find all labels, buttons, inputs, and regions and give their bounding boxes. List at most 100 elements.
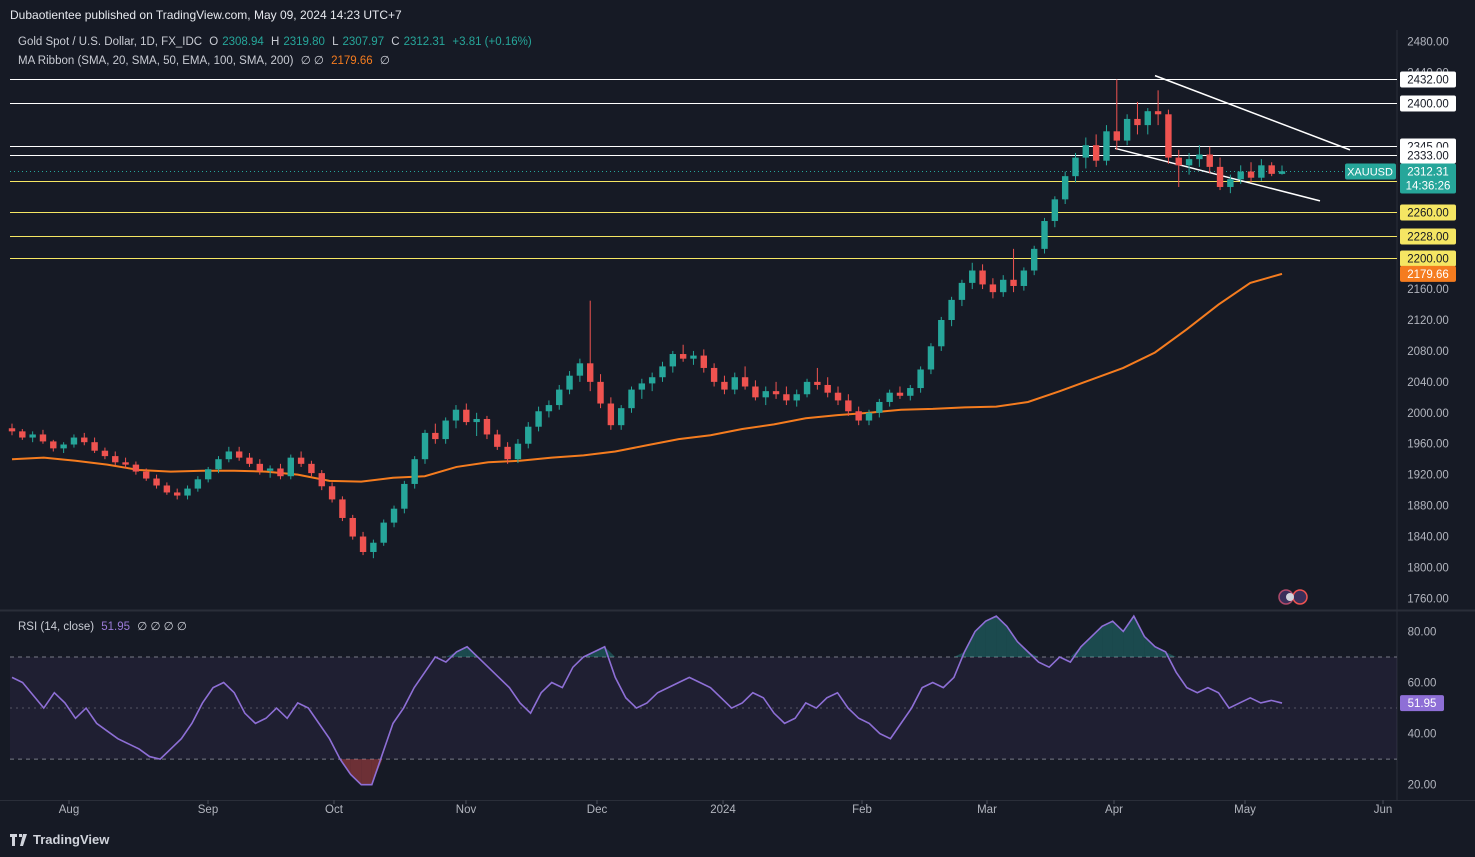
ma-empty-values: ∅ ∅ [300,55,324,67]
price-tick-label: 1760.00 [1407,593,1449,605]
rsi-tick-label: 40.00 [1408,729,1437,741]
price-tick-label: 1880.00 [1407,501,1449,513]
rsi-overbought-fill [953,651,965,657]
ma-empty-value-2: ∅ [379,55,390,67]
candle-body [70,437,78,445]
candle-body [132,464,140,472]
candle-body [969,270,976,283]
rsi-overbought-fill [975,621,986,657]
candle-body [710,367,718,382]
rsi-overbought-fill [1006,626,1018,657]
rsi-oversold-fill [350,759,362,785]
low-value: 2307.97 [342,36,385,48]
level-tag-label: 2432.00 [1407,75,1449,87]
candle-body [566,375,573,390]
ma-ribbon-label: MA Ribbon (SMA, 20, SMA, 50, EMA, 100, S… [18,55,294,67]
ma-ribbon-legend[interactable]: MA Ribbon (SMA, 20, SMA, 50, EMA, 100, S… [18,53,394,67]
rsi-band [10,656,1397,760]
candle-body [1278,171,1286,174]
candle-body [1268,165,1275,174]
candle-body [1175,157,1182,166]
candle-body [1030,248,1038,271]
candle-body [1051,199,1059,222]
candle-body [1258,165,1265,178]
rsi-legend-value: 51.95 [101,621,131,633]
candle-body [143,471,150,479]
candle-body [607,403,615,426]
candle-body [514,443,522,460]
rsi-tick-label: 80.00 [1408,626,1437,638]
time-tick-label: Mar [977,804,997,816]
candle-body [81,437,88,443]
candle-body [907,388,914,396]
symbol-legend[interactable]: Gold Spot / U.S. Dollar, 1D, FX_IDC O 230… [18,36,536,48]
candle-body [1082,145,1090,158]
level-tag-bg-2432 [1400,71,1456,88]
candle-body [989,284,997,293]
time-tick-label: Dec [587,804,608,816]
time-tick-label: May [1234,804,1256,816]
candle-body [1041,221,1048,249]
rsi-overbought-fill [1017,641,1028,657]
high-value: 2319.80 [283,36,325,48]
candle-body [401,483,408,509]
candle-body [308,463,315,474]
candle-body [101,450,109,457]
rsi-tick-label: 60.00 [1408,678,1437,690]
candle-body [1134,118,1141,126]
candle-body [328,486,336,500]
low-label: L [332,36,339,48]
candle-body [411,459,418,484]
candle-body [1144,111,1151,126]
ema-tag-bg [1400,265,1456,282]
candle-body [1165,114,1172,158]
rsi-tick-label: 20.00 [1408,780,1437,792]
candle-body [772,391,780,395]
rsi-label: RSI (14, close) [18,621,95,633]
rsi-overbought-fill [1155,646,1166,657]
price-tick-label: 1920.00 [1407,470,1449,482]
candle-body [741,377,749,387]
candle-body [1113,131,1120,141]
candle-body [297,457,305,464]
candle-body [194,479,202,489]
chart-canvas[interactable]: 2480.00 2160.00 2120.00 2080.00 2040.00 2000.… [0,30,1475,830]
candle-body [256,463,264,471]
rsi-oversold-fill [361,759,372,785]
candle-body [597,381,604,404]
candle-body [349,517,356,537]
tradingview-footer[interactable]: TradingView [10,832,109,847]
price-tick-label: 1960.00 [1407,439,1449,451]
candle-body [979,270,986,285]
level-tag-label: 2200.00 [1407,254,1449,266]
candle-body [617,408,625,426]
ema-100-line [11,272,1283,483]
candle-body [339,499,346,518]
rsi-overbought-fill [1133,616,1145,657]
event-flag-icon [1292,589,1308,605]
price-tick-label: 2120.00 [1407,315,1449,327]
time-tick-label: Apr [1105,804,1123,816]
price-tick-label: 2480.00 [1407,37,1449,49]
symbol-tag-bg [1345,163,1396,180]
candle-body [112,456,119,463]
candle-body [235,451,243,458]
candle-body [174,492,181,496]
countdown-label: 14:36:26 [1406,181,1451,193]
candle-body [834,392,842,401]
price-tick-label: 2080.00 [1407,346,1449,358]
rsi-legend[interactable]: RSI (14, close) 51.95 ∅ ∅ ∅ ∅ [18,619,191,633]
candle-body [432,432,439,440]
candle-body [1237,171,1244,180]
candle-body [948,299,955,320]
candle-body [370,542,377,552]
channel-upper-line [1154,74,1351,151]
candle-body [473,418,480,423]
candle-body [390,508,398,523]
candle-body [556,389,563,406]
last-price-tag-bg [1400,163,1456,194]
candle-body [545,405,553,412]
publisher-caption: Dubaotientee published on TradingView.co… [10,8,402,22]
open-value: 2308.94 [222,36,264,48]
candle-body [752,386,759,398]
